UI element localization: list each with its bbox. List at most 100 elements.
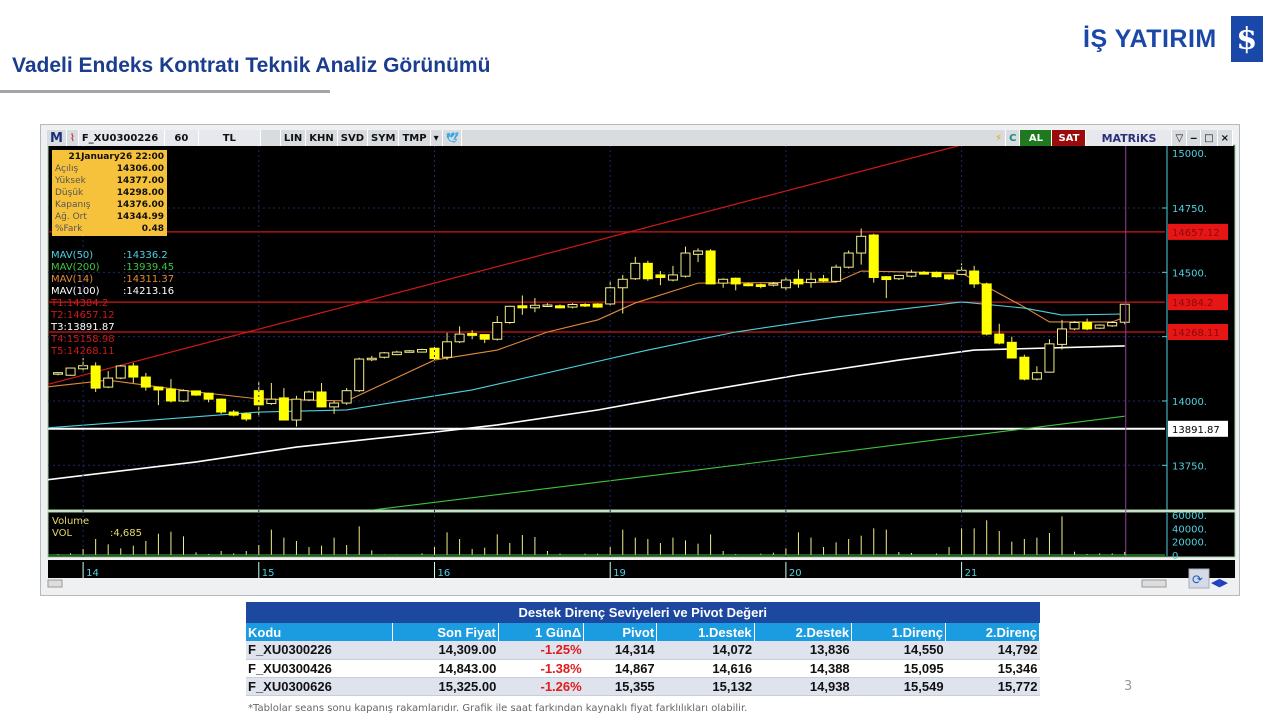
table-cell: 15,355	[583, 677, 657, 696]
scroll-left-button[interactable]	[47, 579, 63, 588]
candle	[743, 283, 754, 287]
sym-button[interactable]: SYM	[368, 130, 400, 146]
candle	[467, 333, 478, 336]
x-tick-label: 20	[789, 568, 802, 579]
candle	[944, 274, 955, 280]
candle	[329, 402, 340, 408]
nav-arrows-icon[interactable]: ◀▶	[1211, 576, 1228, 589]
level-tag	[1168, 294, 1228, 311]
candle	[693, 250, 704, 255]
table-cell: 14,550	[851, 641, 946, 660]
buy-button[interactable]: AL	[1020, 130, 1053, 146]
candle	[617, 278, 628, 289]
dropdown-icon[interactable]: ▾	[431, 130, 443, 146]
candle	[404, 350, 415, 353]
legend-item: T1:14384.2	[51, 298, 174, 310]
plot-layer	[48, 145, 1165, 510]
lin-button[interactable]: LIN	[281, 130, 307, 146]
candle	[755, 284, 766, 287]
volume-legend: VOL	[52, 528, 73, 539]
candle	[128, 365, 139, 378]
volume-tick-label: 60000.	[1172, 511, 1207, 522]
candle	[379, 352, 390, 358]
x-tick-label: 16	[438, 568, 451, 579]
candle	[969, 270, 980, 285]
column-header: Pivot	[583, 623, 658, 641]
sync-button[interactable]	[1188, 568, 1210, 589]
candle	[1069, 321, 1080, 330]
tmp-button[interactable]: TMP	[399, 130, 431, 146]
candle	[1082, 321, 1093, 330]
symbol-field[interactable]: F_XU0300226	[78, 130, 165, 146]
chart-toolbar: M ⌇ F_XU0300226 60 TL LIN KHN SVD SYM TM…	[47, 130, 1233, 146]
scroll-right-button[interactable]	[1141, 579, 1167, 588]
collapse-icon[interactable]: ▽	[1172, 130, 1188, 146]
table-cell: 15,095	[851, 659, 946, 678]
twitter-icon[interactable]: 🕊	[443, 130, 463, 146]
candle	[504, 305, 515, 323]
y-tick-label: 13750.	[1172, 461, 1207, 472]
matriks-menu-button[interactable]: M	[47, 130, 67, 146]
candle	[241, 413, 252, 420]
indicator-legend: MAV(50):14336.2 MAV(200):13939.45 MAV(14):…	[51, 250, 174, 358]
candle	[216, 398, 227, 413]
table-cell: 14,616	[656, 659, 755, 678]
candle	[981, 283, 992, 335]
ohlc-info-box: 21January26 22:00 Açılış 14306.00 Yüksek 1…	[52, 150, 167, 236]
table-cell: F_XU0300426	[246, 659, 393, 678]
close-icon[interactable]: ×	[1218, 130, 1233, 146]
info-date: 21January26 22:00	[68, 152, 164, 162]
maximize-icon[interactable]: □	[1201, 130, 1218, 146]
khn-button[interactable]: KHN	[306, 130, 338, 146]
table-cell: 14,388	[754, 659, 852, 678]
info-value: 14344.99	[116, 212, 164, 222]
logo-text: İŞ YATIRIM	[1083, 24, 1217, 53]
table-cell: 15,132	[656, 677, 755, 696]
chart-type-icon[interactable]: ⌇	[67, 130, 79, 146]
table-cell: 14,867	[583, 659, 657, 678]
ma-line-mav14	[48, 270, 1125, 402]
refresh-button[interactable]: C	[1006, 130, 1021, 146]
svd-button[interactable]: SVD	[338, 130, 369, 146]
candle	[391, 351, 402, 356]
y-tick-label: 14750.	[1172, 204, 1207, 215]
column-header: 1 GünΔ	[498, 623, 585, 641]
candle	[517, 305, 528, 309]
table-cell: -1.26%	[498, 677, 584, 696]
candle	[655, 274, 666, 278]
info-row: Yüksek 14377.00	[55, 175, 164, 187]
candle	[831, 266, 842, 282]
legend-item: MAV(100):14213.16	[51, 286, 174, 298]
currency-field[interactable]: TL	[198, 130, 261, 146]
table-cell: F_XU0300626	[246, 677, 393, 696]
legend-item: T5:14268.11	[51, 346, 174, 358]
column-header: Son Fiyat	[392, 623, 499, 641]
column-header: Kodu	[246, 623, 393, 641]
legend-label: T2:14657.12	[51, 310, 115, 321]
candle	[354, 358, 365, 392]
candle	[1119, 303, 1130, 323]
info-key: %Fark	[55, 224, 83, 234]
candle	[806, 278, 816, 284]
legend-value: :13939.45	[123, 262, 175, 273]
page-title: Vadeli Endeks Kontratı Teknik Analiz Gör…	[12, 54, 491, 77]
period-field[interactable]: 60	[164, 130, 199, 146]
legend-label: T1:14384.2	[51, 298, 109, 309]
legend-item: T2:14657.12	[51, 310, 174, 322]
candle	[1031, 372, 1042, 380]
info-row: Düşük 14298.00	[55, 187, 164, 199]
lightning-icon[interactable]: ⚡	[992, 130, 1007, 146]
logo-mark-icon: $	[1230, 16, 1263, 62]
candle	[592, 303, 603, 308]
candle	[304, 391, 314, 401]
sell-button[interactable]: SAT	[1052, 130, 1087, 146]
column-header: 1.Destek	[656, 623, 755, 641]
minimize-icon[interactable]: ‒	[1187, 130, 1202, 146]
candle	[642, 262, 653, 280]
table-cell: 14,314	[583, 641, 657, 660]
candle	[555, 305, 565, 309]
candle	[705, 250, 716, 285]
candle	[103, 377, 114, 388]
legend-value: :14336.2	[123, 250, 168, 261]
